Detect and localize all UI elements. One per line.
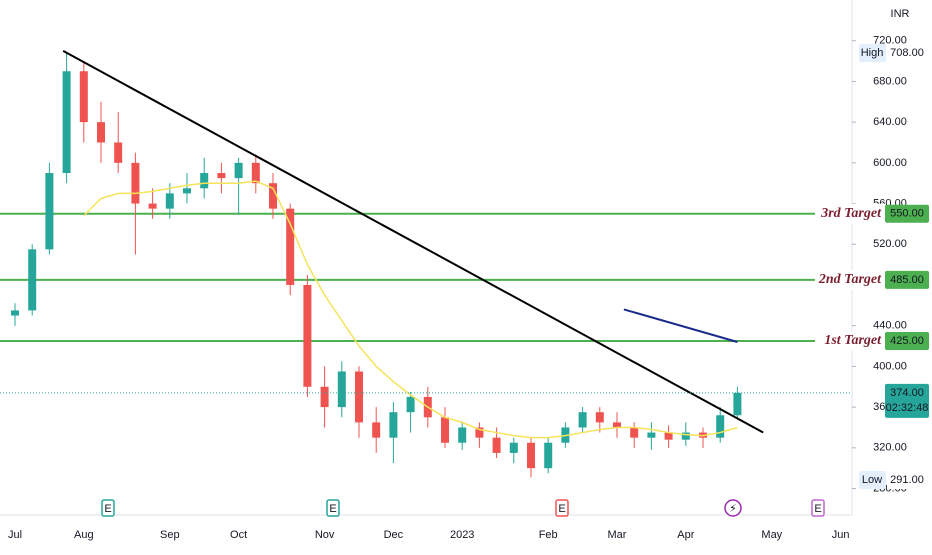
candle-body [664,432,673,440]
candle-body [630,427,639,438]
candle-body [251,162,260,184]
target-badge [885,270,929,289]
event-label: ⚡ [729,503,737,515]
high-value: 708.00 [890,47,924,59]
event-label: E [558,503,565,515]
low-value-bg [887,471,929,489]
countdown: 02:32:48 [886,402,929,414]
event-icon [101,499,115,517]
y-tick-label: 720.00 [873,35,907,47]
candle-body [595,412,604,423]
event-icon [724,499,742,517]
y-tick-label: 320.00 [873,442,907,454]
moving-average [83,180,738,439]
candle-body [527,442,535,469]
low-name-bg [859,471,886,489]
candle-body [716,415,725,438]
x-tick-label: Feb [539,529,558,541]
target-value: 550.00 [890,208,924,220]
event-label: E [104,503,111,515]
candle-body [441,417,449,443]
target-label-bg [815,203,885,224]
target-label-bg [815,269,885,290]
x-tick-label: May [761,529,782,541]
x-tick-label: Nov [315,529,335,541]
candle-body [148,203,157,209]
candle-body [389,412,398,438]
candle-body [578,412,587,428]
target-value: 485.00 [890,274,924,286]
event-icon [811,499,825,517]
candle-body [458,427,467,443]
trendline [62,50,764,434]
x-tick-label: Mar [608,529,627,541]
high-value-bg [887,44,929,62]
target-badge [885,204,929,223]
candle-body [337,371,346,408]
event-icon [555,499,569,517]
candle-body [303,284,312,387]
candle-body [733,392,742,416]
y-tick-label: 680.00 [873,75,907,87]
candle-body [79,71,88,123]
candle-body [165,193,174,209]
candle-body [234,162,243,179]
y-tick-label: 440.00 [873,320,907,332]
candle-body [62,71,71,174]
last-value: 374.00 [890,387,924,399]
y-tick-label: 400.00 [873,360,907,372]
candle-body [355,371,363,423]
candle-body [475,427,484,438]
candle-body [681,432,690,440]
low-value: 291.00 [890,474,924,486]
y-tick-label: 520.00 [873,238,907,250]
candle-body [544,442,553,469]
x-tick-label: Aug [74,529,94,541]
candle-body [372,422,381,438]
low-name: Low [862,474,882,486]
candle-body [647,432,656,438]
candle-body [286,208,295,285]
high-name-bg [859,44,886,62]
target-value: 425.00 [890,335,924,347]
candle-body [97,122,105,143]
y-tick-label: 640.00 [873,116,907,128]
y-tick-label: 600.00 [873,157,907,169]
candle-body [492,437,501,453]
event-icon [326,499,340,517]
x-tick-label: Jul [8,529,22,541]
x-tick-label: Sep [160,529,180,541]
target-label-bg [815,330,885,351]
x-tick-label: Oct [230,529,247,541]
candle-body [28,249,37,311]
target-badge [885,331,929,350]
candle-body [269,183,277,209]
candle-body [183,188,191,194]
candle-body [114,142,123,163]
candle-body [11,310,19,316]
candle-body [406,396,415,413]
high-name: High [861,47,884,59]
last-badge [885,383,929,418]
target-name: 2nd Target [818,272,882,287]
candle-body [613,422,621,428]
x-tick-label: Jun [832,529,850,541]
candle-body [131,162,140,204]
candle-body [320,386,329,408]
candle-body [200,173,209,189]
candle-body [217,173,226,179]
x-tick-label: 2023 [450,529,474,541]
x-tick-label: Dec [384,529,404,541]
target-name: 1st Target [824,333,882,348]
event-label: E [814,503,821,515]
target-name: 3rd Target [820,206,882,221]
event-label: E [329,503,336,515]
trendline [623,308,738,343]
x-tick-label: Apr [677,529,694,541]
currency: INR [891,8,910,20]
candle-body [509,442,518,453]
candle-body [45,173,54,250]
